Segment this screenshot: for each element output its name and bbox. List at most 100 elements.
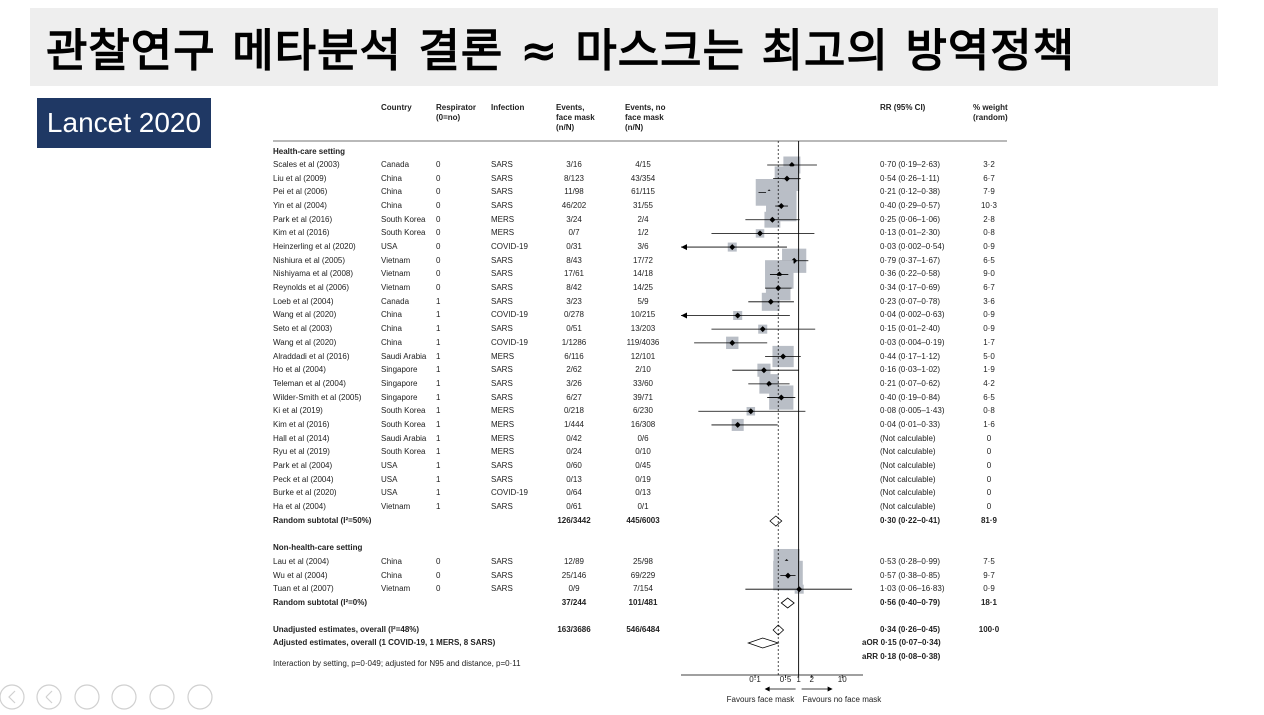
table-cell: (Not calculable) <box>880 474 936 484</box>
column-header: Events, no face mask (n/N) <box>625 103 666 132</box>
point-estimate <box>767 298 774 305</box>
table-cell: 1 <box>436 365 441 375</box>
table-cell: 1 <box>436 460 441 470</box>
point-estimate <box>729 244 736 251</box>
table-cell: 69/229 <box>630 570 656 580</box>
table-cell: USA <box>381 242 398 252</box>
ci-arrow <box>681 244 687 251</box>
study-name: Liu et al (2009) <box>273 173 327 183</box>
control-button[interactable] <box>74 684 100 710</box>
table-cell: 0·9 <box>983 324 995 334</box>
table-cell: South Korea <box>381 419 426 429</box>
table-cell: 9·0 <box>983 269 995 279</box>
control-button[interactable] <box>0 684 25 710</box>
table-cell: 39/71 <box>632 392 654 402</box>
study-name: Wang et al (2020) <box>273 337 337 347</box>
table-cell: 1/444 <box>563 419 585 429</box>
table-cell: Vietnam <box>381 283 411 293</box>
table-cell: 0 <box>436 242 441 252</box>
section-heading: Health-care setting <box>273 147 346 156</box>
x-tick-label: 0·1 <box>749 675 761 684</box>
table-cell: 100·0 <box>978 625 1000 634</box>
study-name: Lau et al (2004) <box>273 557 330 566</box>
study-name: Scales et al (2003) <box>273 160 340 169</box>
table-cell: 0 <box>986 433 992 443</box>
table-cell: Canada <box>381 160 410 169</box>
table-cell: 0 <box>986 460 992 470</box>
table-cell: 0·25 (0·06–1·06) <box>880 214 941 224</box>
table-cell: 0·08 (0·005–1·43) <box>880 406 945 416</box>
summary-diamond <box>780 597 795 609</box>
table-cell: 0·44 (0·17–1·12) <box>880 351 941 361</box>
table-cell: 33/60 <box>632 378 654 388</box>
study-name: Tuan et al (2007) <box>273 584 334 594</box>
study-name: Kim et al (2016) <box>273 419 330 429</box>
arrow-head <box>827 686 833 692</box>
table-cell: (Not calculable) <box>880 433 936 443</box>
table-cell: 0·57 (0·38–0·85) <box>880 570 941 580</box>
table-cell: 1·03 (0·06–16·83) <box>880 584 945 594</box>
table-cell: 2/10 <box>635 365 651 375</box>
adjusted-estimate: aRR 0·18 (0·08–0·38) <box>862 651 941 661</box>
control-button[interactable] <box>187 684 213 710</box>
table-cell: 0·21 (0·12–0·38) <box>880 187 941 197</box>
table-cell: 0 <box>436 269 441 279</box>
table-cell: 0/64 <box>566 488 582 498</box>
study-name: Ha et al (2004) <box>273 502 326 511</box>
table-cell: China <box>381 570 402 580</box>
table-cell: 17/61 <box>563 269 585 279</box>
study-name: Nishiura et al (2005) <box>273 255 346 265</box>
study-name: Alraddadi et al (2016) <box>273 351 350 361</box>
table-cell: SARS <box>491 283 513 293</box>
table-cell: 0 <box>986 488 992 498</box>
table-cell: 3/16 <box>566 160 582 169</box>
table-cell: MERS <box>491 214 515 224</box>
table-cell: 3/26 <box>566 378 582 388</box>
table-cell: SARS <box>491 296 513 306</box>
table-cell: 6·7 <box>983 173 995 183</box>
table-cell: COVID-19 <box>491 337 528 347</box>
control-button[interactable] <box>111 684 137 710</box>
point-estimate <box>729 339 736 346</box>
table-cell: MERS <box>491 447 515 457</box>
control-button[interactable] <box>149 684 175 710</box>
control-button[interactable] <box>36 684 62 710</box>
table-cell: SARS <box>491 269 513 279</box>
table-cell: 0 <box>436 557 441 566</box>
table-cell: China <box>381 173 402 183</box>
table-cell: 0·56 (0·40–0·79) <box>880 598 941 607</box>
point-estimate <box>783 175 790 182</box>
study-name: Seto et al (2003) <box>273 324 333 334</box>
point-estimate <box>759 326 766 333</box>
point-estimate <box>769 216 776 223</box>
table-cell: 4·2 <box>983 378 995 388</box>
table-cell: 0/218 <box>563 406 585 416</box>
table-cell: 0 <box>436 283 441 293</box>
table-cell: 0 <box>986 447 992 457</box>
table-cell: 163/3686 <box>557 625 591 634</box>
table-cell: 0/10 <box>635 447 651 457</box>
table-cell: 6/116 <box>564 351 584 361</box>
table-cell: 25/98 <box>632 557 654 566</box>
table-cell: 7/154 <box>632 584 654 594</box>
table-cell: SARS <box>491 584 513 594</box>
study-name: Park et al (2016) <box>273 214 333 224</box>
table-cell: SARS <box>491 255 513 265</box>
table-cell: Singapore <box>381 365 418 375</box>
table-cell: 0·9 <box>983 584 995 594</box>
table-cell: SARS <box>491 173 513 183</box>
table-cell: SARS <box>491 201 513 211</box>
table-cell: 4/15 <box>635 160 651 169</box>
table-cell: 13/203 <box>630 324 656 334</box>
point-estimate <box>766 380 773 387</box>
point-estimate <box>778 203 785 210</box>
table-cell: 0/13 <box>566 474 582 484</box>
table-cell: 0/6 <box>637 433 649 443</box>
adjusted-estimate: aOR 0·15 (0·07–0·34) <box>862 638 941 647</box>
table-cell: 3/23 <box>566 296 582 306</box>
table-cell: 1 <box>436 502 441 511</box>
point-estimate <box>757 230 764 237</box>
table-cell: 8/43 <box>566 255 582 265</box>
table-cell: Vietnam <box>381 269 411 279</box>
table-cell: 14/18 <box>632 269 654 279</box>
